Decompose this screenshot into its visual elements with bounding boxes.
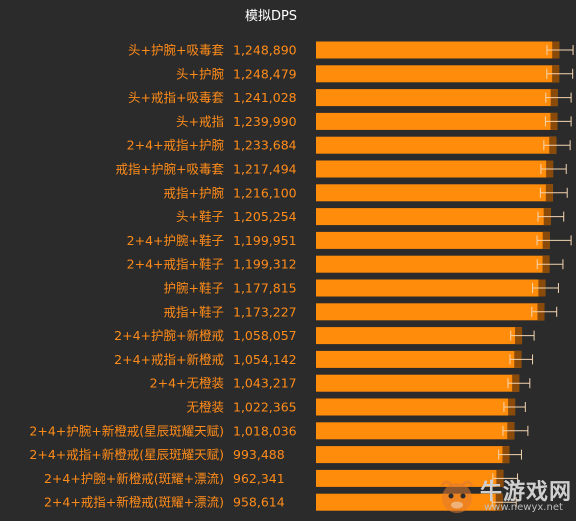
value-label: 1,177,815	[233, 281, 297, 296]
value-label: 1,058,057	[233, 328, 297, 343]
bar-row: 头+戒指+吸毒套 1,241,028	[128, 89, 572, 107]
bar	[316, 136, 557, 154]
bar-row: 2+4+无橙装 1,043,217	[150, 374, 531, 392]
bar-row: 头+护腕 1,248,479	[176, 65, 574, 83]
category-label: 头+护腕	[176, 66, 224, 81]
category-label: 头+戒指+吸毒套	[128, 90, 224, 105]
category-label: 2+4+戒指+新橙戒(星辰斑耀天赋)	[29, 447, 224, 462]
bar	[316, 469, 504, 487]
category-label: 2+4+护腕+新橙戒(星辰斑耀天赋)	[29, 423, 224, 438]
value-label: 993,488	[233, 447, 285, 462]
category-label: 头+护腕+吸毒套	[128, 43, 224, 58]
bar-row: 戒指+护腕+吸毒套 1,217,494	[116, 160, 567, 178]
category-label: 戒指+护腕+吸毒套	[116, 162, 225, 177]
bar-row: 头+鞋子 1,205,254	[176, 208, 565, 226]
category-label: 护腕+鞋子	[164, 281, 224, 296]
bar-row: 2+4+戒指+鞋子 1,199,312	[127, 255, 564, 273]
bar	[316, 446, 510, 464]
category-label: 戒指+护腕	[164, 185, 224, 200]
bar-row: 2+4+戒指+新橙戒 1,054,142	[114, 350, 534, 368]
bar-row: 2+4+护腕+新橙戒(斑耀+漂流) 962,341	[44, 469, 519, 487]
bar	[316, 41, 560, 59]
bar-row: 2+4+护腕+鞋子 1,199,951	[127, 231, 572, 249]
bull-logo-icon	[440, 480, 474, 513]
bar-row: 无橙装 1,022,365	[186, 398, 526, 416]
bar-row: 头+护腕+吸毒套 1,248,890	[128, 41, 574, 59]
bar-row: 2+4+护腕+新橙戒 1,058,057	[114, 327, 535, 345]
bar-row: 戒指+护腕 1,216,100	[164, 184, 568, 202]
bar	[316, 160, 554, 178]
category-label: 戒指+鞋子	[164, 304, 224, 319]
bar	[316, 374, 520, 392]
watermark-text: 牛游戏网	[480, 480, 573, 505]
value-label: 1,199,951	[233, 233, 297, 248]
bar	[316, 327, 523, 345]
category-label: 无橙装	[186, 400, 224, 415]
watermark-url: www.newyx.net	[484, 502, 563, 513]
bar-row: 2+4+戒指+护腕 1,233,684	[127, 136, 571, 154]
bar	[316, 231, 550, 249]
value-label: 1,248,890	[233, 43, 297, 58]
category-label: 2+4+戒指+鞋子	[127, 257, 224, 272]
value-label: 1,216,100	[233, 185, 297, 200]
value-label: 1,043,217	[233, 376, 297, 391]
bar-row: 2+4+护腕+新橙戒(星辰斑耀天赋) 1,018,036	[29, 422, 529, 440]
category-label: 2+4+护腕+鞋子	[127, 233, 224, 248]
category-label: 2+4+戒指+护腕	[127, 138, 224, 153]
category-label: 2+4+护腕+新橙戒	[114, 328, 224, 343]
value-label: 1,239,990	[233, 114, 297, 129]
bar	[316, 279, 546, 297]
bar	[316, 65, 560, 83]
value-label: 1,022,365	[233, 400, 297, 415]
bar	[316, 398, 516, 416]
bar-row: 2+4+戒指+新橙戒(星辰斑耀天赋) 993,488	[29, 446, 522, 464]
bar-row: 头+戒指 1,239,990	[176, 112, 572, 130]
value-label: 962,341	[233, 471, 285, 486]
value-label: 958,614	[233, 495, 285, 510]
value-label: 1,233,684	[233, 138, 297, 153]
bar	[316, 422, 515, 440]
bar-row: 护腕+鞋子 1,177,815	[164, 279, 559, 297]
bar	[316, 255, 550, 273]
bar	[316, 112, 558, 130]
bar	[316, 184, 553, 202]
bar	[316, 350, 522, 368]
bar	[316, 303, 545, 321]
category-label: 2+4+护腕+新橙戒(斑耀+漂流)	[44, 471, 224, 486]
value-label: 1,248,479	[233, 66, 297, 81]
value-label: 1,241,028	[233, 90, 297, 105]
bar-row: 戒指+鞋子 1,173,227	[164, 303, 558, 321]
value-label: 1,217,494	[233, 162, 297, 177]
category-label: 2+4+戒指+新橙戒(斑耀+漂流)	[44, 495, 224, 510]
value-label: 1,018,036	[233, 423, 297, 438]
category-label: 2+4+无橙装	[150, 376, 224, 391]
category-label: 头+戒指	[176, 114, 224, 129]
category-label: 头+鞋子	[176, 209, 224, 224]
site-watermark: 牛游戏网 www.newyx.net	[436, 472, 576, 521]
value-label: 1,205,254	[233, 209, 297, 224]
bar	[316, 208, 551, 226]
chart-title: 模拟DPS	[245, 9, 297, 24]
value-label: 1,054,142	[233, 352, 297, 367]
value-label: 1,173,227	[233, 304, 297, 319]
value-label: 1,199,312	[233, 257, 297, 272]
category-label: 2+4+戒指+新橙戒	[114, 352, 224, 367]
bar	[316, 89, 558, 107]
